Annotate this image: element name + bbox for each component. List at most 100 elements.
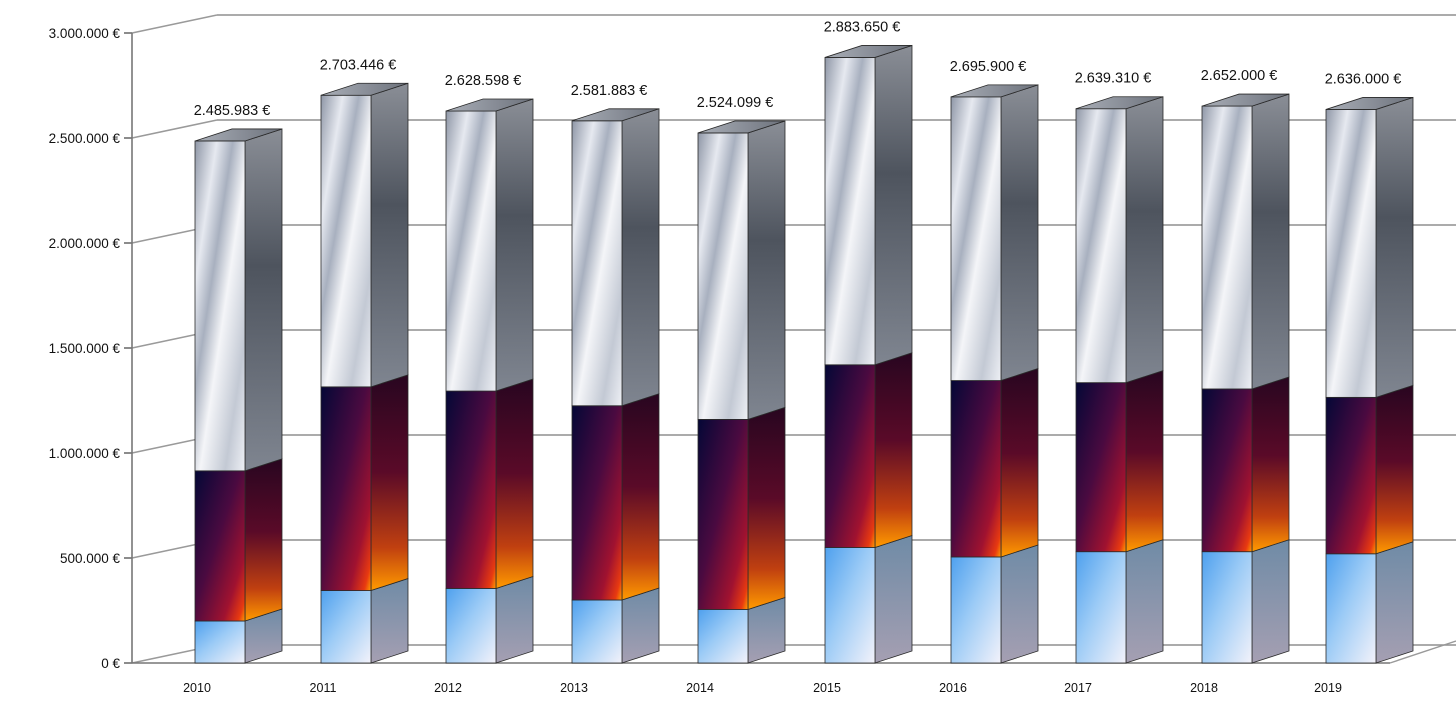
y-tick-label: 1.000.000 € [49,446,121,461]
bar-top [1201,93,1290,107]
x-tick-label: 2016 [939,681,967,695]
bar-segment-side [1125,539,1164,664]
bar-top [697,120,786,134]
x-tick-label: 2013 [560,681,588,695]
bar-segment [950,380,1002,558]
total-label: 2.581.883 € [571,83,648,99]
total-label: 2.636.000 € [1325,71,1402,87]
bar-segment-side [874,352,913,549]
x-tick-label: 2010 [183,681,211,695]
bar-segment-side [1251,93,1290,390]
total-label: 2.524.099 € [697,95,774,111]
bar-segment-side [244,458,283,622]
bar-segment-side [1125,370,1164,553]
bar-segment [824,547,876,664]
bar-segment-side [621,393,660,601]
bar-segment-side [1251,539,1290,664]
bar-segment-side [621,587,660,664]
x-tick-label: 2015 [813,681,841,695]
bar-segment-side [1251,376,1290,553]
total-label: 2.639.310 € [1075,71,1152,87]
bar-top [445,98,534,112]
bar-segment [194,620,246,664]
bar-segment-side [495,98,534,392]
bar-group-2018 [1201,93,1290,664]
bar-segment [1075,382,1127,553]
bar-group-2013 [571,108,660,664]
gridline-diagonal [131,119,218,139]
y-tick-label: 1.500.000 € [49,341,121,356]
bar-segment-side [370,577,409,664]
bar-segment-side [621,108,660,407]
bar-segment [571,120,623,407]
bar-segment-side [1000,544,1039,664]
x-tick-label: 2017 [1064,681,1092,695]
bar-segment [194,470,246,622]
bar-segment [320,590,372,664]
bar-top [950,84,1039,98]
total-label: 2.485.983 € [194,103,271,119]
bar-segment-side [495,378,534,590]
bar-segment-side [747,120,786,420]
bar-segment-side [747,406,786,611]
bar-top [571,108,660,122]
bar-segment [445,110,497,392]
bar-segment [824,57,876,366]
bar-top [1075,96,1164,110]
bar-group-2010 [194,128,283,664]
bar-group-2012 [445,98,534,664]
bar-segment-side [244,128,283,472]
bar-group-2011 [320,82,409,664]
y-axis: 0 € 500.000 € 1.000.000 € 1.500.000 € 2.000.… [49,26,1456,671]
bar-segment [571,599,623,664]
gridline-diagonal [131,14,218,34]
bar-top [320,82,409,96]
bar-segment [1325,109,1377,398]
bar-segment-side [1375,96,1414,398]
bar-segment [824,364,876,548]
bar-group-2014 [697,120,786,664]
bar-segment [445,390,497,589]
bar-segment-side [1000,367,1039,558]
bar-segment [1075,108,1127,384]
labels-layer: 2.485.983 € 2010 2.703.446 € 2011 2.628.598 … [183,19,1401,695]
bar-segment-side [370,82,409,388]
total-label: 2.703.446 € [320,57,397,73]
bar-group-2015 [824,44,913,664]
bar-top [1325,97,1414,110]
y-tick-label: 2.000.000 € [49,236,121,251]
bar-top [824,45,913,58]
bar-segment-side [495,575,534,664]
x-tick-label: 2019 [1314,681,1342,695]
bar-segment [320,386,372,591]
bar-segment-side [874,44,913,366]
y-tick-label: 2.500.000 € [49,131,121,146]
bar-segment-side [874,534,913,664]
bar-segment [1201,105,1253,390]
y-tick-label: 500.000 € [60,551,121,566]
bars-layer [194,44,1414,664]
bar-segment [445,588,497,664]
bar-segment [697,418,749,610]
bar-group-2016 [950,84,1039,664]
total-label: 2.628.598 € [445,73,522,89]
floor-edge-right [1389,640,1456,664]
bar-segment [950,96,1002,381]
bar-segment [697,609,749,664]
bar-top [194,128,283,142]
bar-segment [1201,551,1253,664]
bar-group-2017 [1075,96,1164,664]
bar-segment [1201,388,1253,553]
x-tick-label: 2012 [434,681,462,695]
total-label: 2.883.650 € [824,19,901,35]
bar-segment-side [1000,84,1039,382]
bar-segment [194,140,246,472]
total-label: 2.695.900 € [950,59,1027,75]
bar-segment [1325,396,1377,555]
bar-segment [1075,551,1127,664]
bar-segment [320,94,372,388]
bar-segment [1325,553,1377,664]
x-tick-label: 2018 [1190,681,1218,695]
